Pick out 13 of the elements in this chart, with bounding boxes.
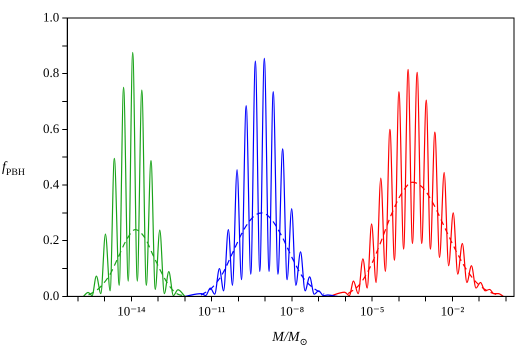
y-tick-label: 0.6: [43, 120, 60, 136]
x-tick-label: 10⁻¹⁴: [117, 304, 146, 319]
x-tick-label: 10⁻⁵: [360, 304, 384, 319]
x-axis-title: M/M$_{⊙}$: [271, 330, 309, 348]
x-tick-label: 10⁻²: [440, 304, 464, 319]
y-axis-title: f$_{PBH}$: [2, 160, 25, 178]
y-tick-label: 0.8: [43, 65, 60, 80]
y-tick-label: 0.4: [43, 176, 60, 192]
x-tick-label: 10⁻⁸: [280, 304, 305, 319]
x-tick-label: 10⁻¹¹: [198, 304, 226, 319]
y-tick-label: 0.0: [43, 288, 60, 303]
y-tick-label: 1.0: [43, 9, 60, 24]
y-tick-label: 0.2: [43, 232, 60, 248]
